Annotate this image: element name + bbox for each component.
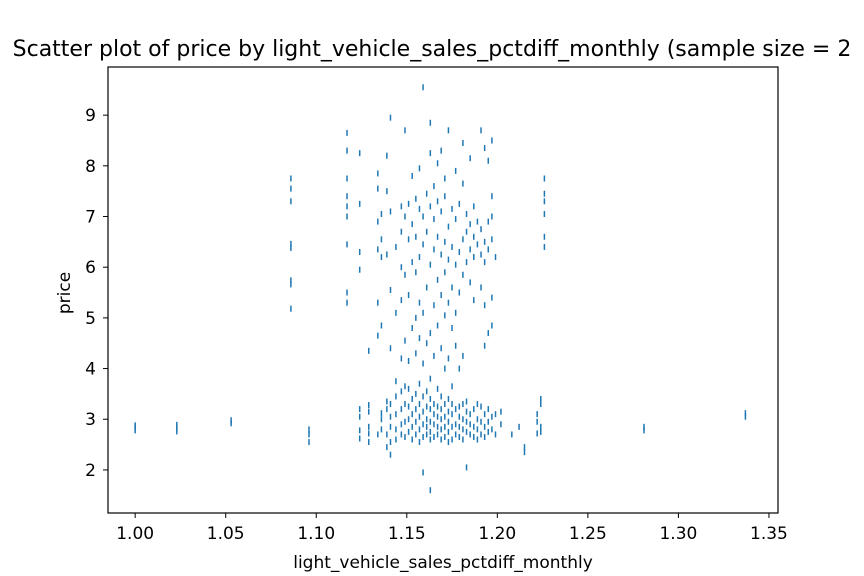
x-tick-label: 1.30 <box>659 524 697 544</box>
x-tick-label: 1.00 <box>116 524 154 544</box>
x-tick-label: 1.20 <box>478 524 516 544</box>
points-layer <box>134 84 747 494</box>
x-tick-label: 1.05 <box>207 524 245 544</box>
x-tick-label: 1.15 <box>388 524 426 544</box>
y-tick-label: 5 <box>85 309 96 329</box>
x-tick-label: 1.35 <box>750 524 788 544</box>
y-tick-label: 7 <box>85 208 96 228</box>
plot-frame <box>107 66 779 514</box>
y-axis-label: price <box>55 272 75 314</box>
y-tick-label: 3 <box>85 410 96 430</box>
y-tick-label: 8 <box>85 157 96 177</box>
y-tick-label: 9 <box>85 106 96 126</box>
y-tick-label: 4 <box>85 360 96 380</box>
y-axis: 2 3 4 5 6 7 8 9 <box>85 106 108 481</box>
x-axis: 1.00 1.05 1.10 1.15 1.20 1.25 1.30 1.35 <box>116 513 788 544</box>
y-tick-label: 6 <box>85 258 96 278</box>
x-tick-label: 1.25 <box>569 524 607 544</box>
x-axis-label: light_vehicle_sales_pctdiff_monthly <box>293 553 593 573</box>
chart-title: Scatter plot of price by light_vehicle_s… <box>13 37 852 62</box>
x-tick-label: 1.10 <box>297 524 335 544</box>
y-tick-label: 2 <box>85 461 96 481</box>
